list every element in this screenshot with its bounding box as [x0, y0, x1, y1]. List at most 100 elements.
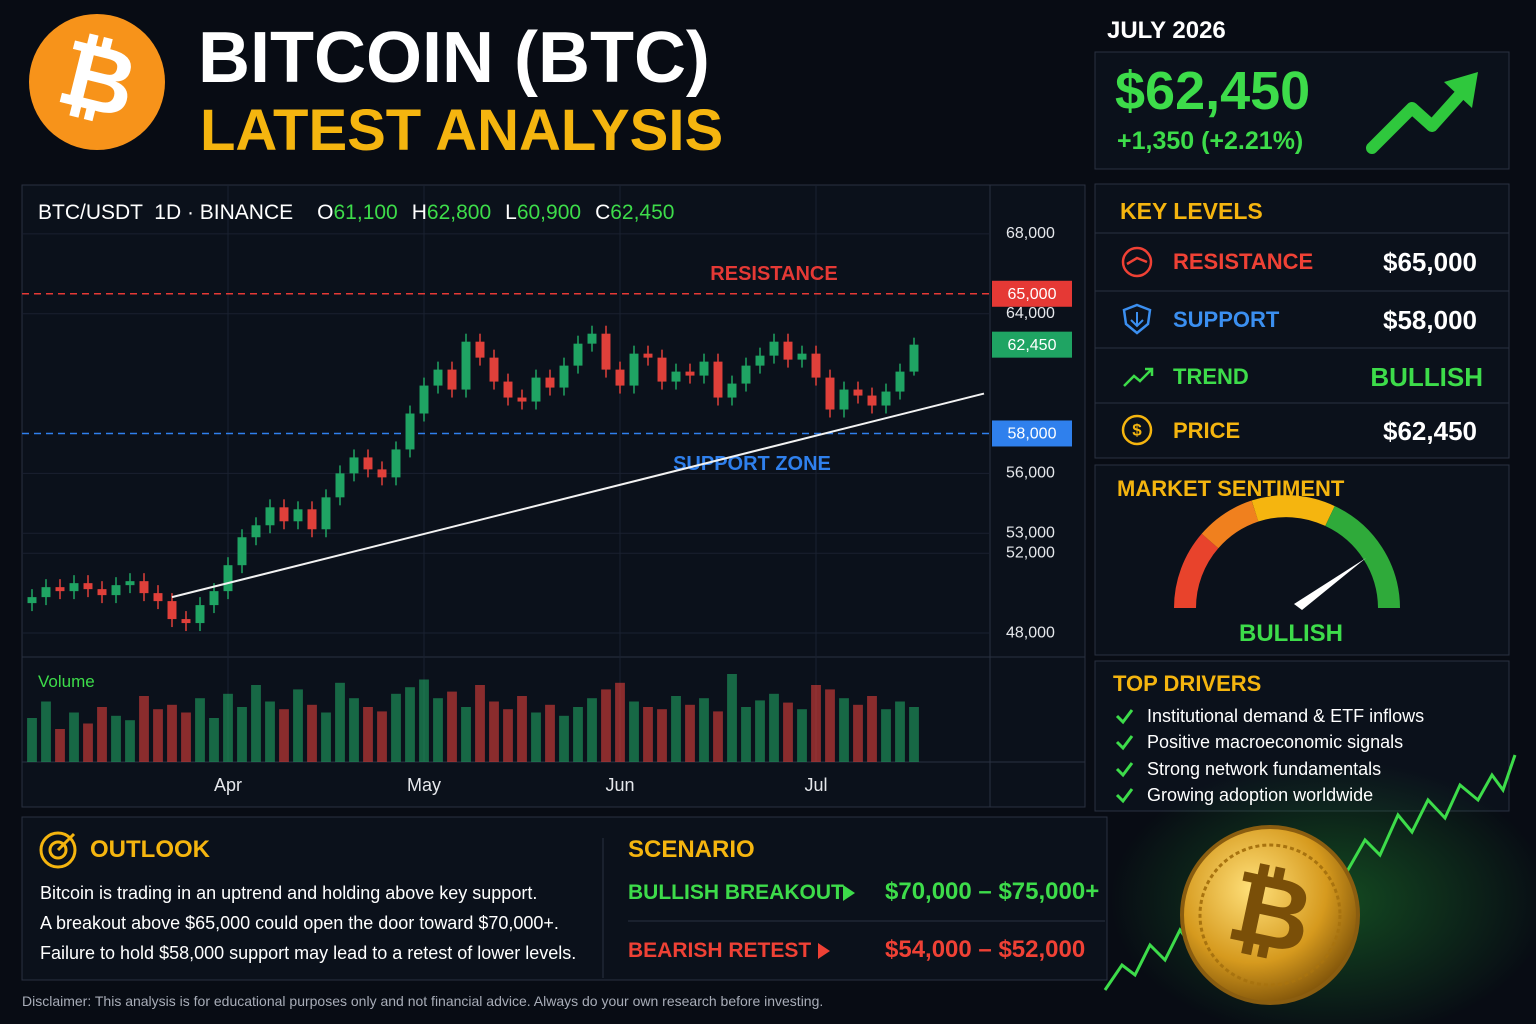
- gauge: [1173, 495, 1400, 609]
- disclaimer: Disclaimer: This analysis is for educati…: [22, 993, 824, 1009]
- ohlc-key: L: [505, 201, 517, 224]
- volume-bar: [545, 704, 555, 762]
- candle-body: [321, 497, 331, 530]
- sentiment-label: BULLISH: [1239, 620, 1343, 647]
- y-tick-label: 68,000: [1006, 225, 1055, 242]
- ohlc-value: 62,450: [610, 201, 675, 224]
- driver: Institutional demand & ETF inflows: [1147, 706, 1425, 726]
- price-change: +1,350 (+2.21%): [1117, 127, 1304, 155]
- volume-bar: [195, 698, 205, 762]
- level-value: $65,000: [1383, 247, 1477, 277]
- volume-bar: [321, 712, 331, 762]
- ohlc-key: H: [411, 201, 427, 224]
- candle-body: [657, 357, 667, 382]
- driver: Strong network fundamentals: [1147, 759, 1382, 779]
- volume-bar: [307, 704, 317, 762]
- volume-bar: [139, 696, 149, 762]
- candle-body: [279, 507, 289, 522]
- candle-body: [195, 605, 205, 624]
- target-icon: [39, 831, 77, 869]
- price-marker: [992, 331, 1072, 358]
- coin: [1180, 825, 1360, 1005]
- candle-body: [811, 353, 821, 378]
- volume-bar: [83, 723, 93, 762]
- outlook-line: Bitcoin is trading in an uptrend and hol…: [40, 883, 538, 903]
- outlook-line: A breakout above $65,000 could open the …: [40, 913, 559, 933]
- candle-body: [601, 333, 611, 370]
- volume-bar: [335, 682, 345, 762]
- volume-bar: [839, 698, 849, 762]
- volume-bar: [447, 691, 457, 762]
- ohlc-value: 62,800: [426, 201, 492, 224]
- volume-bar: [629, 701, 639, 762]
- price: $62,450: [1115, 61, 1311, 121]
- candle-body: [713, 361, 723, 398]
- volume-bar: [825, 689, 835, 762]
- candle-body: [69, 583, 79, 592]
- key-levels-panel: [1094, 183, 1510, 459]
- ohlc-value: 61,100: [333, 201, 398, 224]
- volume-bar: [251, 685, 261, 762]
- gauge-needle: [1294, 558, 1366, 610]
- candle-body: [125, 581, 135, 586]
- candle-body: [363, 457, 373, 470]
- volume-bar: [573, 707, 583, 762]
- volume-bar: [125, 720, 135, 762]
- panel-title: TOP DRIVERS: [1113, 671, 1262, 696]
- bull-arrow: [843, 885, 855, 901]
- scenario-range: $54,000 – $52,000: [885, 936, 1086, 963]
- candle-body: [181, 619, 191, 624]
- price-marker-label: 58,000: [1008, 426, 1057, 443]
- candle-body: [83, 583, 93, 590]
- volume-bar: [713, 711, 723, 762]
- candle-body: [587, 333, 597, 344]
- candle-body: [27, 597, 37, 604]
- candle-body: [559, 365, 569, 388]
- volume-bar: [867, 696, 877, 762]
- y-tick-label: 52,000: [1006, 544, 1055, 561]
- candle-body: [741, 365, 751, 384]
- volume-bar: [279, 709, 289, 762]
- y-tick-label: 64,000: [1006, 305, 1055, 322]
- volume-bar: [881, 709, 891, 762]
- candle-body: [55, 587, 65, 592]
- volume-bar: [811, 685, 821, 762]
- y-tick-label: 48,000: [1006, 624, 1055, 641]
- volume-bar: [699, 698, 709, 762]
- candle-body: [419, 385, 429, 414]
- candle-body: [783, 341, 793, 360]
- candle-body: [531, 377, 541, 402]
- volume-bar: [741, 707, 751, 762]
- candle-body: [335, 473, 345, 498]
- chart-header: BTC/USDT 1D · BINANCE O61,100 H62,800 L60,9…: [38, 202, 688, 223]
- candle-body: [293, 509, 303, 522]
- volume-bar: [559, 715, 569, 762]
- y-tick-label: 53,000: [1006, 524, 1055, 541]
- level-label: SUPPORT: [1173, 307, 1280, 332]
- candle-body: [615, 369, 625, 386]
- price-marker-label: 62,450: [1008, 337, 1057, 354]
- y-tick-label: 56,000: [1006, 465, 1055, 482]
- panel-title: SCENARIO: [628, 836, 755, 863]
- x-tick-label: Jun: [605, 775, 634, 795]
- price-chart: 48,000 52,000 53,000 56,000 64,000 68,000 Apr M…: [22, 185, 1072, 795]
- candle-body: [111, 585, 121, 596]
- candle-body: [489, 357, 499, 382]
- volume-bar: [587, 698, 597, 762]
- volume-bar: [685, 704, 695, 762]
- volume-bar: [657, 709, 667, 762]
- volume-bar: [405, 687, 415, 762]
- volume-bar: [601, 689, 611, 762]
- volume-bar: [461, 707, 471, 762]
- volume-bar: [153, 709, 163, 762]
- candle-body: [209, 591, 219, 606]
- volume-bar: [377, 711, 387, 762]
- candle-body: [237, 537, 247, 566]
- candle-body: [839, 389, 849, 410]
- volume-bar: [517, 696, 527, 762]
- volume-bar: [41, 701, 51, 762]
- level-value: BULLISH: [1370, 362, 1483, 392]
- ohlc: O61,100 H62,800 L60,900 C62,450: [317, 201, 688, 224]
- check-icons: [1115, 709, 1134, 804]
